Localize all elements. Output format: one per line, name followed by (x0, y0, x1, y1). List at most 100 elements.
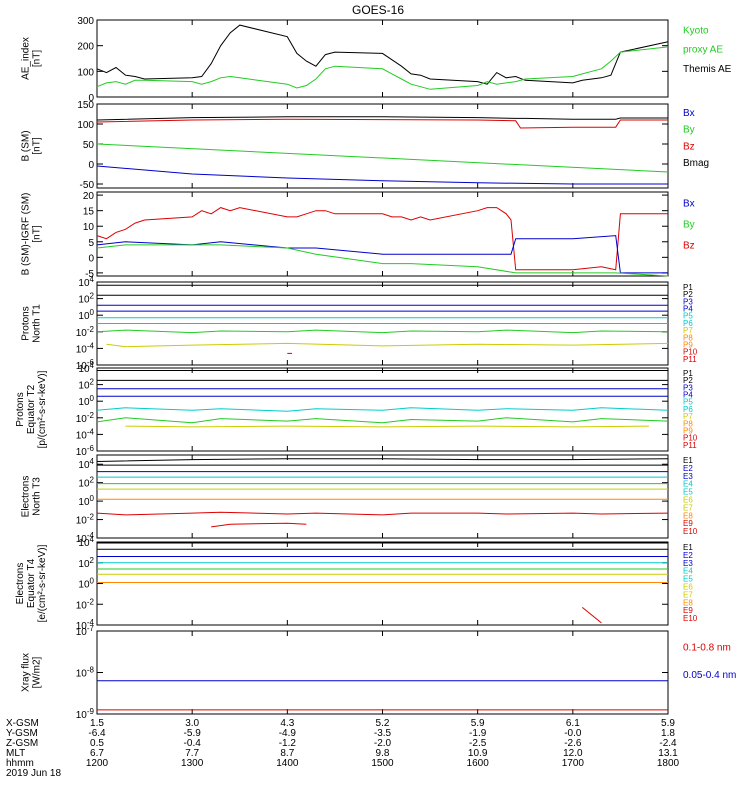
ephemeris-row-label: Y-GSM (6, 728, 38, 739)
legend-entry: Kyoto (683, 25, 709, 36)
series-p5 (96, 407, 669, 412)
legend-entry: Themis AE (683, 64, 732, 75)
y-tick-label: 10-6 (76, 444, 95, 458)
legend-entry: E6 (683, 583, 693, 592)
y-tick-label: 10 (83, 222, 95, 233)
ephemeris-value: 4.3 (280, 718, 294, 729)
legend-entry: By (683, 220, 695, 231)
ephemeris-value: -0.4 (184, 738, 202, 749)
legend-entry: P10 (683, 348, 698, 357)
ephemeris-value: -0.0 (564, 728, 582, 739)
legend-entry: E4 (683, 480, 693, 489)
legend-entry: proxy AE (683, 45, 723, 56)
ephemeris-value: 1400 (276, 758, 299, 769)
ephemeris-value: -6.4 (88, 728, 106, 739)
y-tick-label: -50 (80, 180, 95, 191)
legend-entry: E3 (683, 559, 693, 568)
y-axis-label: [nT] (32, 225, 43, 242)
ephemeris-row-label: Z-GSM (6, 738, 38, 749)
series-e8 (581, 607, 602, 624)
legend-entry: P10 (683, 434, 698, 443)
ephemeris-table: X-GSM 1.5 3.0 4.3 5.2 5.9 6.1 5.9Y-GSM -6.4 -5.9-… (6, 718, 680, 779)
y-tick-label: 104 (78, 361, 94, 375)
y-tick-label: 100 (78, 494, 94, 508)
legend-entry: E8 (683, 511, 693, 520)
y-tick-label: -5 (85, 269, 94, 280)
legend-entry: P4 (683, 391, 693, 400)
panel-prot_e: 104 102 100 10-2 10-4 10-6 Protons Equator T2 [p… (15, 361, 698, 458)
y-axis-label: Protons (15, 392, 26, 426)
y-tick-label: 10-2 (76, 411, 95, 425)
y-axis-label: Electrons (21, 476, 32, 518)
y-tick-label: 5 (88, 238, 94, 249)
legend-entry: P4 (683, 305, 693, 314)
legend-entry: P7 (683, 412, 693, 421)
ephemeris-value: 0.5 (90, 738, 104, 749)
ephemeris-value: 5.9 (661, 718, 675, 729)
y-tick-label: 102 (78, 378, 94, 392)
series-bmag (96, 116, 668, 121)
y-tick-label: 100 (77, 67, 94, 78)
y-tick-label: 102 (78, 292, 94, 306)
ephemeris-value: 5.9 (471, 718, 485, 729)
series-p7 (96, 329, 669, 334)
y-axis-label: North T1 (32, 304, 43, 343)
ephemeris-value: -2.5 (469, 738, 487, 749)
panel-elec_e: 104 102 100 10-2 10-4 Electrons Equator T4 [e/(… (15, 535, 698, 632)
y-tick-label: 10-4 (76, 618, 95, 632)
legend-entry: P5 (683, 398, 693, 407)
y-tick-label: 10-6 (76, 358, 95, 372)
panel-bdiff: -5 0 5 10 15 20 B (SM)-IGRF (SM) [nT] Bx By Bz (21, 191, 695, 280)
y-tick-label: 10-8 (76, 666, 95, 680)
y-tick-label: 10-4 (76, 341, 95, 355)
legend-entry: E9 (683, 606, 693, 615)
y-axis-label: [p/(cm²-s-sr-keV)] (37, 370, 48, 448)
ephemeris-value: 1700 (562, 758, 585, 769)
ephemeris-value: 3.0 (185, 718, 199, 729)
y-tick-label: 102 (78, 556, 94, 570)
legend-entry: E6 (683, 496, 693, 505)
ephemeris-value: 1500 (371, 758, 394, 769)
legend-entry: P3 (683, 383, 693, 392)
legend-entry: E3 (683, 472, 693, 481)
ephemeris-value: 6.1 (566, 718, 580, 729)
ephemeris-value: 5.2 (376, 718, 390, 729)
y-tick-label: 104 (78, 275, 94, 289)
y-tick-label: 100 (77, 120, 94, 131)
series-bx (96, 165, 668, 185)
series-p8 (125, 425, 650, 428)
y-axis-label: [nT] (32, 137, 43, 154)
y-tick-label: 10-7 (76, 624, 95, 638)
y-axis-label: [W/m2] (32, 656, 43, 688)
panel-ae: 0 100 200 300 AE_index [nT] Kyoto proxy AE Themi… (21, 16, 732, 104)
y-tick-label: 10-2 (76, 325, 95, 339)
ephemeris-value: 8.7 (280, 748, 294, 759)
legend-entry: E1 (683, 456, 693, 465)
ephemeris-value: -2.0 (374, 738, 392, 749)
legend-entry: Bmag (683, 158, 709, 169)
ephemeris-value: 1300 (181, 758, 204, 769)
ephemeris-row-label: X-GSM (6, 718, 39, 729)
legend-entry: P3 (683, 297, 693, 306)
ephemeris-value: 1.5 (90, 718, 104, 729)
series-bx (96, 235, 668, 274)
y-axis-label: North T3 (32, 477, 43, 516)
legend-entry: E8 (683, 598, 693, 607)
panel-xray: 10-7 10-8 10-9 Xray flux [W/m2] 0.1-0.8 nm 0.0… (21, 624, 737, 721)
legend-entry: Bx (683, 199, 695, 210)
series-e1 (96, 458, 669, 462)
series-e9 (211, 522, 307, 528)
legend-entry: E5 (683, 575, 693, 584)
series-bz (96, 207, 668, 271)
legend-entry: E10 (683, 527, 698, 536)
y-tick-label: 50 (83, 140, 95, 151)
legend-entry: 0.1-0.8 nm (683, 642, 731, 653)
y-axis-label: B (SM)-IGRF (SM) (21, 193, 32, 276)
series-by (96, 143, 669, 173)
y-tick-label: 200 (77, 42, 94, 53)
ephemeris-value: 1200 (86, 758, 109, 769)
legend-entry: P5 (683, 312, 693, 321)
legend-entry: P7 (683, 326, 693, 335)
